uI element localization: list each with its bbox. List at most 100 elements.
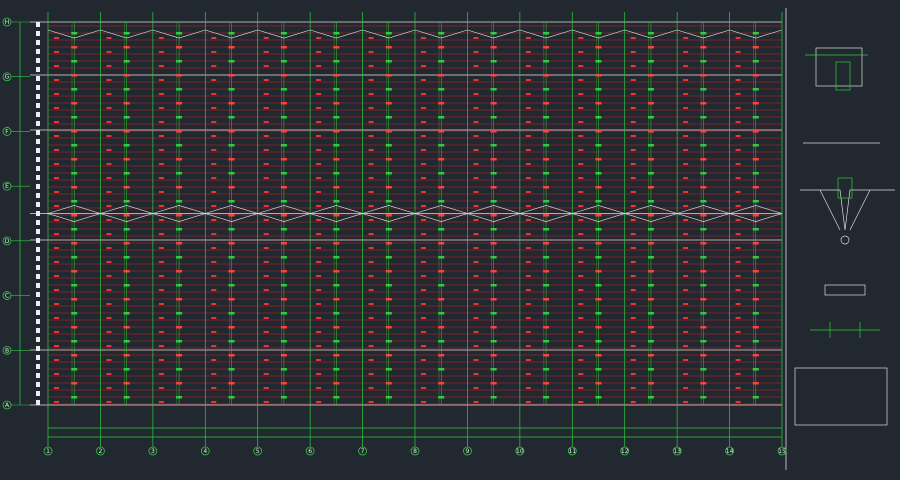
member-tag xyxy=(735,331,741,333)
member-tag xyxy=(490,200,497,203)
member-tag xyxy=(525,205,531,207)
member-tag xyxy=(263,317,269,319)
member-tag xyxy=(578,163,584,165)
member-tag xyxy=(735,387,741,389)
member-tag xyxy=(176,382,183,385)
member-tag xyxy=(578,37,584,39)
member-tag xyxy=(316,373,322,375)
member-tag xyxy=(333,368,340,371)
member-tag xyxy=(263,261,269,263)
member-tag xyxy=(578,135,584,137)
member-tag xyxy=(578,233,584,235)
edge-mark xyxy=(36,157,40,162)
member-tag xyxy=(263,373,269,375)
member-tag xyxy=(106,219,112,221)
member-tag xyxy=(54,191,59,193)
member-tag xyxy=(228,186,235,189)
member-tag xyxy=(595,116,602,119)
member-tag xyxy=(683,373,689,375)
member-tag xyxy=(263,191,269,193)
member-tag xyxy=(490,228,497,231)
member-tag xyxy=(525,121,531,123)
detail-3 xyxy=(824,284,866,296)
axis-bubble xyxy=(2,291,12,300)
member-tag xyxy=(438,214,445,217)
member-tag xyxy=(421,121,426,123)
member-tag xyxy=(54,219,59,221)
member-tag xyxy=(158,331,164,333)
member-tag xyxy=(490,312,497,315)
member-tag xyxy=(473,163,479,165)
member-tag xyxy=(385,298,392,301)
member-tag xyxy=(421,135,426,137)
member-tag xyxy=(683,233,689,235)
member-tag xyxy=(158,205,164,207)
member-tag xyxy=(176,326,183,329)
member-tag xyxy=(54,65,59,67)
member-tag xyxy=(368,93,374,95)
member-tag xyxy=(280,172,287,175)
member-tag xyxy=(368,233,374,235)
member-tag xyxy=(385,354,392,357)
edge-mark xyxy=(36,400,40,405)
member-tag xyxy=(106,373,112,375)
axis-bubble xyxy=(305,446,315,456)
member-tag xyxy=(683,93,689,95)
axis-label: B xyxy=(5,347,9,354)
member-tag xyxy=(123,144,130,147)
member-tag xyxy=(263,247,269,249)
member-tag xyxy=(316,51,322,53)
member-tag xyxy=(263,149,269,151)
member-tag xyxy=(385,256,392,259)
member-tag xyxy=(595,270,602,273)
axis-bubble xyxy=(410,446,420,456)
member-tag xyxy=(630,387,636,389)
member-tag xyxy=(71,214,78,217)
member-tag xyxy=(525,79,531,81)
member-tag xyxy=(525,233,531,235)
member-tag xyxy=(473,401,479,403)
member-tag xyxy=(595,60,602,63)
axis-bubble xyxy=(2,72,12,82)
member-tag xyxy=(316,233,322,235)
member-tag xyxy=(578,261,584,263)
member-tag xyxy=(595,144,602,147)
member-tag xyxy=(752,256,759,259)
member-tag xyxy=(263,79,269,81)
member-tag xyxy=(123,284,130,287)
member-tag xyxy=(543,312,550,315)
member-tag xyxy=(385,326,392,329)
member-tag xyxy=(595,256,602,259)
axis-bubble xyxy=(620,446,630,456)
member-tag xyxy=(333,186,340,189)
member-tag xyxy=(333,326,340,329)
member-tag xyxy=(263,121,269,123)
member-tag xyxy=(71,326,78,329)
edge-mark xyxy=(36,58,40,63)
axis-label: 9 xyxy=(466,448,470,455)
member-tag xyxy=(543,158,550,161)
member-tag xyxy=(280,270,287,273)
member-tag xyxy=(71,298,78,301)
member-tag xyxy=(630,205,636,207)
member-tag xyxy=(490,102,497,105)
member-tag xyxy=(54,135,59,137)
member-tag xyxy=(700,186,707,189)
axis-label: 14 xyxy=(726,448,734,455)
member-tag xyxy=(700,172,707,175)
member-tag xyxy=(368,149,374,151)
member-tag xyxy=(438,186,445,189)
member-tag xyxy=(106,317,112,319)
member-tag xyxy=(385,382,392,385)
member-tag xyxy=(158,373,164,375)
member-tag xyxy=(490,284,497,287)
member-tag xyxy=(280,354,287,357)
member-tag xyxy=(123,396,130,399)
axis-bubble xyxy=(2,400,12,410)
member-tag xyxy=(683,65,689,67)
member-tag xyxy=(421,289,426,291)
member-tag xyxy=(176,228,183,231)
member-tag xyxy=(647,74,654,77)
member-tag xyxy=(525,359,531,361)
member-tag xyxy=(630,37,636,39)
